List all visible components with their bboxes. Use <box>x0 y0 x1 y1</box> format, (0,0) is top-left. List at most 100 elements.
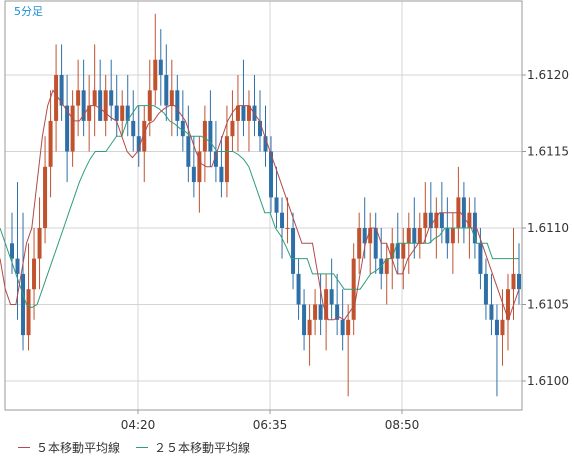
candle <box>357 212 362 274</box>
candle-body <box>346 319 351 336</box>
candle-body <box>461 197 466 228</box>
candle <box>32 228 37 320</box>
legend-swatch-ma5 <box>18 446 30 448</box>
candle-body <box>269 151 274 198</box>
legend-item-ma5: ５本移動平均線 <box>18 439 120 456</box>
candle-body <box>324 289 329 320</box>
candle-body <box>213 151 218 167</box>
candle-body <box>285 228 290 229</box>
candle <box>26 243 31 351</box>
candle-body <box>120 105 125 121</box>
candle <box>505 273 510 351</box>
candle <box>125 75 130 137</box>
candle-body <box>428 212 433 228</box>
candle <box>373 212 378 274</box>
candle <box>489 273 494 336</box>
candle-body <box>15 258 20 274</box>
x-tick-label: 08:50 <box>385 418 420 432</box>
candle-body <box>125 105 130 121</box>
candle <box>450 212 455 274</box>
candle-body <box>368 228 373 244</box>
candle <box>494 304 499 397</box>
candle-body <box>98 90 103 121</box>
candle <box>296 258 301 320</box>
candle <box>202 105 207 183</box>
candle-body <box>362 228 367 244</box>
candle <box>142 105 147 183</box>
candle-body <box>395 243 400 259</box>
candle-body <box>505 289 510 320</box>
candle-body <box>32 258 37 290</box>
candle-body <box>10 243 14 259</box>
candle-body <box>257 120 262 137</box>
y-tick-label: 1.6110 <box>527 221 569 235</box>
candle <box>313 289 318 336</box>
candle <box>21 212 26 351</box>
y-tick-label: 1.6115 <box>527 145 569 159</box>
candle <box>246 90 251 152</box>
candle-body <box>401 243 406 259</box>
candle <box>76 59 81 137</box>
candle-body <box>335 304 340 320</box>
candle-body <box>235 105 240 121</box>
grid <box>5 1 526 414</box>
candle-body <box>406 228 411 244</box>
candle-body <box>329 289 334 305</box>
y-tick-label: 1.6105 <box>527 298 569 312</box>
candle-body <box>302 304 307 336</box>
candle-body <box>494 319 499 336</box>
candle-body <box>445 228 450 244</box>
y-axis: 1.6120 1.6115 1.6110 1.6105 1.6100 <box>527 68 569 388</box>
candle-body <box>274 197 279 213</box>
candle <box>483 258 488 320</box>
candle <box>48 90 53 198</box>
candle <box>230 90 235 152</box>
candle <box>307 304 312 366</box>
candle-body <box>511 273 516 290</box>
candle-body <box>307 319 312 336</box>
candle-body <box>114 105 119 121</box>
candle <box>340 289 345 351</box>
candle-body <box>450 228 455 244</box>
candle-body <box>142 120 147 152</box>
candle <box>235 75 240 152</box>
candle-body <box>87 105 92 121</box>
plot-area-frame <box>4 0 523 411</box>
candle-body <box>467 212 472 228</box>
candle <box>384 243 389 305</box>
candle-body <box>263 136 268 152</box>
legend-item-ma25: ２５本移動平均線 <box>136 439 250 456</box>
candle <box>37 197 42 290</box>
candle <box>241 59 246 137</box>
candle-body <box>48 120 53 167</box>
candle-body <box>153 59 158 91</box>
candle <box>164 44 169 121</box>
candle <box>208 90 213 167</box>
candle <box>478 228 483 290</box>
candle-body <box>81 90 86 121</box>
candle <box>10 212 14 274</box>
candle-body <box>186 136 191 167</box>
candle <box>302 289 307 351</box>
y-tick-label: 1.6100 <box>527 374 569 388</box>
candle <box>401 228 406 290</box>
candle <box>461 182 466 244</box>
candle <box>318 273 323 336</box>
candle <box>329 258 334 320</box>
candle <box>428 182 433 244</box>
candle-body <box>224 136 229 183</box>
candle <box>423 182 428 244</box>
candle-body <box>158 59 163 75</box>
candle <box>335 273 340 336</box>
candle <box>417 212 422 259</box>
legend-swatch-ma25 <box>136 446 149 448</box>
ma25-line <box>0 105 519 309</box>
candle-body <box>202 120 207 152</box>
candle-body <box>54 75 59 121</box>
candle <box>285 197 290 244</box>
candle <box>43 136 48 244</box>
candle-body <box>318 304 323 320</box>
candle-body <box>136 136 141 152</box>
candle <box>213 120 218 183</box>
